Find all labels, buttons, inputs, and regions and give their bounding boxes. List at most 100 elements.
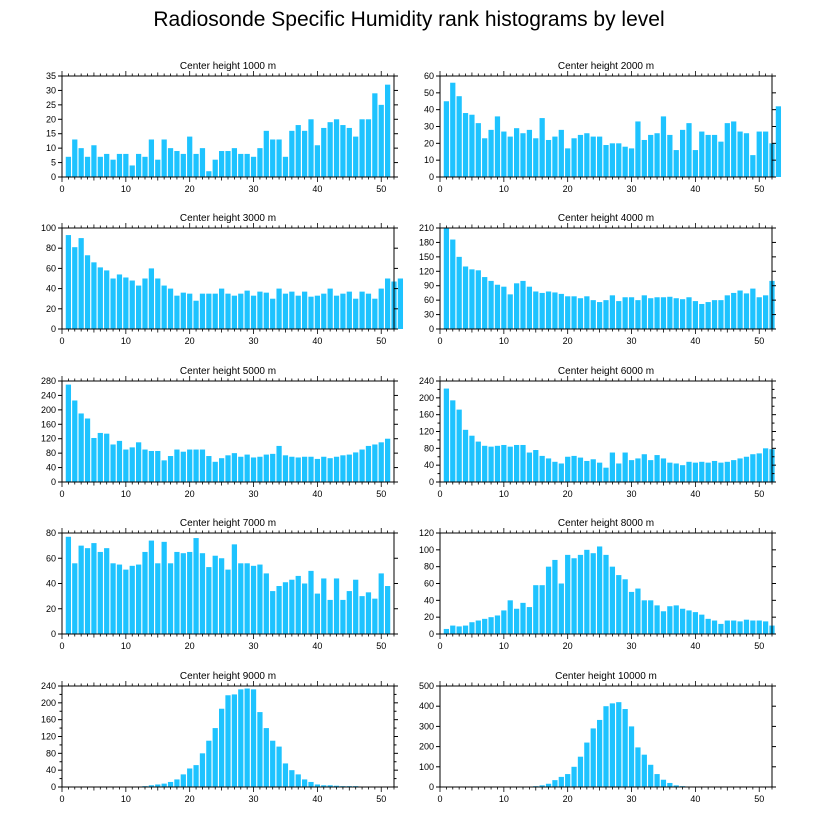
y-tick-label: 80 — [46, 748, 56, 758]
histogram-bar — [724, 123, 730, 177]
histogram-bar — [660, 297, 667, 329]
histogram-bar — [750, 454, 756, 482]
histogram-bar — [187, 551, 193, 634]
histogram-bar — [763, 448, 769, 482]
histogram-bar — [673, 150, 679, 177]
histogram-bar — [250, 689, 257, 787]
histogram-bar — [365, 119, 372, 177]
histogram-bar — [136, 153, 142, 177]
histogram-bar — [155, 159, 161, 177]
histogram-bar — [718, 300, 724, 329]
panel-title: Center height 6000 m — [558, 366, 654, 377]
y-tick-label: 60 — [424, 71, 434, 81]
x-tick-label: 40 — [690, 641, 700, 651]
histogram-bar — [187, 768, 193, 787]
histogram-bar — [199, 293, 206, 329]
histogram-bar — [622, 297, 628, 329]
histogram-bar — [711, 300, 718, 329]
histogram-bar — [231, 453, 238, 482]
histogram-bar — [193, 765, 199, 787]
histogram-bar — [565, 554, 571, 634]
histogram-bar — [552, 559, 558, 634]
histogram-bar — [333, 785, 340, 787]
histogram-bar — [731, 121, 737, 177]
x-tick-label: 40 — [312, 794, 322, 804]
histogram-bar — [321, 293, 327, 329]
histogram-panel: Center height 7000 m 0 20 40 60 80 0 10 20 30 40 50 — [46, 518, 398, 651]
histogram-bar — [340, 293, 346, 329]
histogram-bar — [219, 151, 225, 177]
x-tick-label: 30 — [627, 184, 637, 194]
histogram-bar — [475, 270, 481, 329]
histogram-bar — [743, 133, 750, 177]
histogram-bar — [97, 156, 103, 177]
x-tick-label: 10 — [499, 336, 509, 346]
histogram-bar — [545, 458, 552, 482]
histogram-bar — [443, 228, 450, 329]
histogram-bar — [110, 563, 116, 634]
histogram-bar — [346, 127, 352, 177]
histogram-bar — [340, 599, 346, 634]
histogram-bar — [238, 293, 244, 329]
histogram-bar — [219, 288, 225, 329]
histogram-bar — [475, 441, 481, 482]
x-tick-label: 0 — [59, 184, 64, 194]
histogram-bar — [385, 438, 391, 482]
histogram-bar — [456, 409, 462, 482]
y-tick-label: 35 — [46, 71, 56, 81]
histogram-bar — [750, 155, 756, 177]
histogram-bar — [558, 129, 564, 177]
y-tick-label: 60 — [46, 553, 56, 563]
histogram-bar — [161, 541, 167, 634]
histogram-bar — [212, 293, 218, 329]
y-tick-label: 240 — [419, 376, 434, 386]
x-tick-label: 40 — [312, 489, 322, 499]
histogram-bar — [142, 156, 148, 177]
histogram-bar — [539, 585, 545, 634]
histogram-bar — [321, 578, 327, 634]
y-tick-label: 160 — [419, 410, 434, 420]
y-tick-label: 160 — [41, 715, 56, 725]
y-tick-label: 20 — [424, 612, 434, 622]
histogram-bar — [193, 300, 199, 329]
x-tick-label: 40 — [690, 336, 700, 346]
histogram-bar — [314, 593, 321, 634]
y-tick-label: 0 — [429, 172, 434, 182]
histogram-bar — [270, 740, 276, 787]
histogram-bar — [212, 728, 218, 787]
histogram-bar — [321, 456, 327, 482]
x-tick-label: 0 — [437, 641, 442, 651]
histogram-bar — [756, 453, 762, 482]
histogram-bar — [660, 779, 667, 787]
histogram-panel: Center height 9000 m 0 40 80 120 160 200 240 0 10… — [41, 671, 398, 804]
histogram-bar — [142, 551, 148, 634]
histogram-bar — [660, 458, 667, 482]
histogram-bar — [199, 753, 206, 787]
histogram-bar — [142, 449, 148, 482]
x-tick-label: 20 — [563, 184, 573, 194]
histogram-bar — [65, 384, 72, 482]
histogram-bar — [552, 461, 558, 482]
histogram-bar — [263, 292, 269, 329]
histogram-bar — [219, 558, 225, 634]
histogram-bar — [450, 239, 456, 329]
histogram-bar — [84, 255, 91, 329]
histogram-bar — [462, 266, 469, 329]
x-tick-label: 30 — [627, 794, 637, 804]
histogram-bar — [180, 451, 186, 482]
histogram-bar — [257, 148, 263, 177]
y-tick-label: 40 — [46, 284, 56, 294]
histogram-bar — [308, 296, 314, 329]
histogram-bar — [155, 450, 161, 482]
y-tick-label: 0 — [51, 782, 56, 792]
histogram-bar — [482, 618, 488, 634]
histogram-bar — [622, 709, 628, 787]
histogram-bar — [711, 134, 718, 177]
histogram-bar — [308, 570, 314, 635]
histogram-panel: Center height 5000 m04080120160200240280… — [41, 366, 398, 499]
x-tick-label: 50 — [754, 794, 764, 804]
x-tick-label: 20 — [185, 641, 195, 651]
histogram-bar — [635, 300, 641, 329]
histogram-bar — [526, 452, 533, 482]
histogram-bar — [282, 455, 289, 482]
